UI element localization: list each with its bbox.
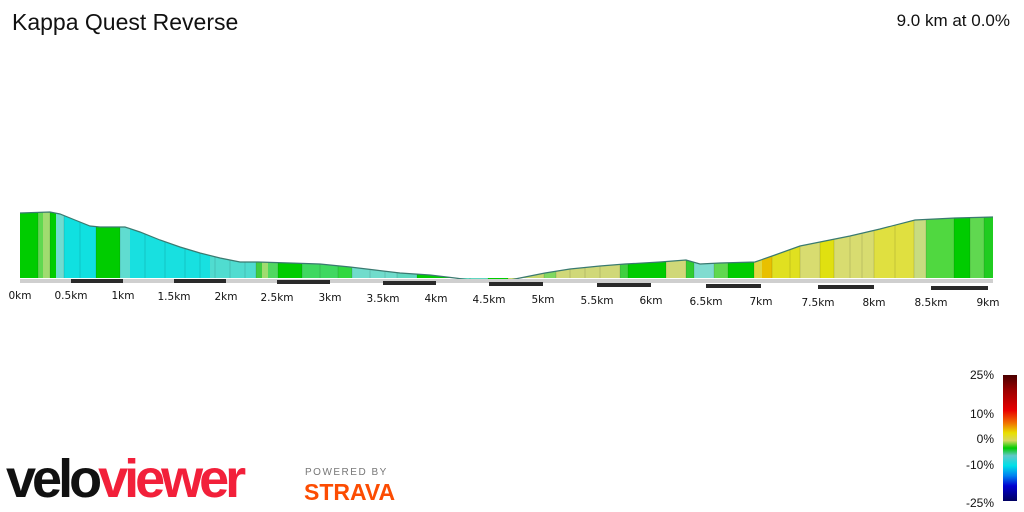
route-summary: 9.0 km at 0.0% bbox=[896, 11, 1010, 30]
x-tick: 4km bbox=[424, 293, 448, 305]
x-tick: 2.5km bbox=[260, 292, 294, 304]
x-tick: 6km bbox=[639, 295, 663, 307]
x-tick: 0.5km bbox=[54, 290, 88, 302]
veloviewer-logo[interactable]: veloviewer bbox=[6, 449, 246, 509]
x-tick: 3.5km bbox=[366, 293, 400, 305]
x-tick: 8.5km bbox=[914, 297, 948, 309]
legend-label-0: 0% bbox=[976, 432, 994, 446]
legend-label-min: -25% bbox=[965, 496, 994, 510]
x-tick: 1.5km bbox=[157, 291, 191, 303]
distance-scale-bar bbox=[20, 279, 993, 290]
x-tick: 5km bbox=[531, 294, 555, 306]
x-tick: 5.5km bbox=[580, 295, 614, 307]
x-tick: 4.5km bbox=[472, 294, 506, 306]
legend-label-10: 10% bbox=[969, 407, 994, 421]
logo-velo: velo bbox=[6, 449, 102, 509]
x-tick: 3km bbox=[318, 292, 342, 304]
x-tick: 1km bbox=[111, 290, 135, 302]
logo-viewer: viewer bbox=[98, 449, 246, 509]
x-tick: 9km bbox=[976, 297, 1000, 309]
elevation-profile-chart bbox=[19, 211, 994, 290]
x-tick: 2km bbox=[214, 291, 238, 303]
x-tick: 7km bbox=[749, 296, 773, 308]
x-tick: 6.5km bbox=[689, 296, 723, 308]
x-tick: 8km bbox=[862, 297, 886, 309]
powered-by-label: POWERED BY bbox=[305, 467, 388, 478]
x-tick: 7.5km bbox=[801, 297, 835, 309]
x-tick: 0km bbox=[8, 290, 32, 302]
page-title: Kappa Quest Reverse bbox=[12, 9, 239, 35]
strava-logo[interactable]: STRAVA bbox=[304, 479, 396, 505]
legend-label-neg10: -10% bbox=[965, 458, 994, 472]
gradient-color-bar bbox=[1003, 375, 1017, 501]
gradient-segments bbox=[20, 212, 993, 280]
legend-label-max: 25% bbox=[969, 368, 994, 382]
